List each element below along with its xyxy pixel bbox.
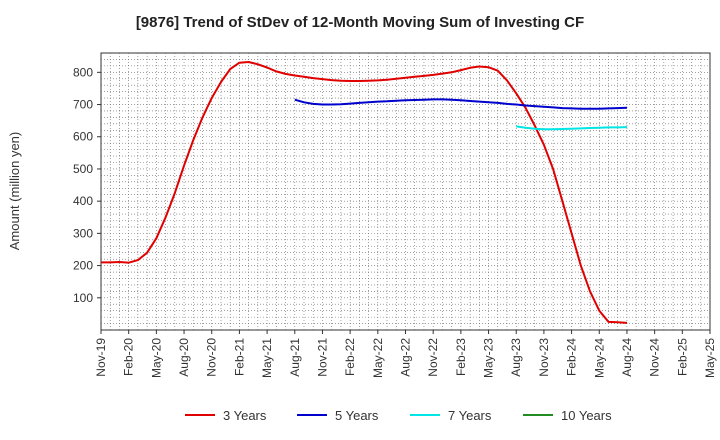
series-line-3-years (101, 61, 628, 324)
series-line-5-years (294, 98, 628, 110)
x-tick-label: Feb-22 (343, 338, 357, 376)
x-tick-label: Aug-23 (509, 338, 523, 377)
y-tick-label: 700 (73, 98, 93, 112)
x-tick-label: Feb-21 (232, 338, 246, 376)
legend-label: 3 Years (223, 408, 267, 423)
legend-label: 10 Years (561, 408, 612, 423)
x-tick-label: May-25 (703, 338, 717, 378)
x-tick-label: May-20 (149, 338, 163, 378)
y-tick-label: 100 (73, 291, 93, 305)
x-tick-label: Aug-20 (177, 338, 191, 377)
x-tick-label: May-22 (371, 338, 385, 378)
x-tick-label: Nov-23 (537, 338, 551, 377)
y-tick-label: 400 (73, 194, 93, 208)
x-tick-label: May-24 (592, 338, 606, 378)
x-tick-label: Feb-24 (565, 338, 579, 376)
legend-label: 7 Years (448, 408, 492, 423)
y-tick-label: 600 (73, 130, 93, 144)
x-tick-label: Aug-21 (288, 338, 302, 377)
x-tick-label: May-23 (482, 338, 496, 378)
x-tick-label: Nov-21 (315, 338, 329, 377)
y-tick-label: 200 (73, 259, 93, 273)
x-tick-label: Feb-20 (122, 338, 136, 376)
y-tick-label: 800 (73, 65, 93, 79)
x-tick-label: Nov-20 (205, 338, 219, 377)
x-tick-label: Nov-19 (94, 338, 108, 377)
legend-label: 5 Years (335, 408, 379, 423)
grid-lines (101, 53, 710, 330)
x-tick-label: Nov-24 (648, 338, 662, 377)
series-line-7-years (516, 125, 628, 131)
chart-title: [9876] Trend of StDev of 12-Month Moving… (135, 14, 585, 31)
y-tick-label: 300 (73, 226, 93, 240)
x-axis-ticks: Nov-19 Feb-20 May-20 Aug-20 Nov-20 Feb-21 May-… (94, 330, 717, 378)
x-tick-label: May-21 (260, 338, 274, 378)
legend: 3 Years 5 Years 7 Years 10 Years (185, 408, 612, 423)
y-axis-ticks: 100 200 300 400 500 600 700 800 (73, 65, 101, 305)
y-axis-label: Amount (million yen) (7, 132, 22, 251)
x-tick-label: Aug-24 (620, 338, 634, 377)
y-tick-label: 500 (73, 162, 93, 176)
x-tick-label: Nov-22 (426, 338, 440, 377)
x-tick-label: Feb-23 (454, 338, 468, 376)
x-tick-label: Feb-25 (675, 338, 689, 376)
x-tick-label: Aug-22 (399, 338, 413, 377)
series-lines (101, 61, 628, 324)
